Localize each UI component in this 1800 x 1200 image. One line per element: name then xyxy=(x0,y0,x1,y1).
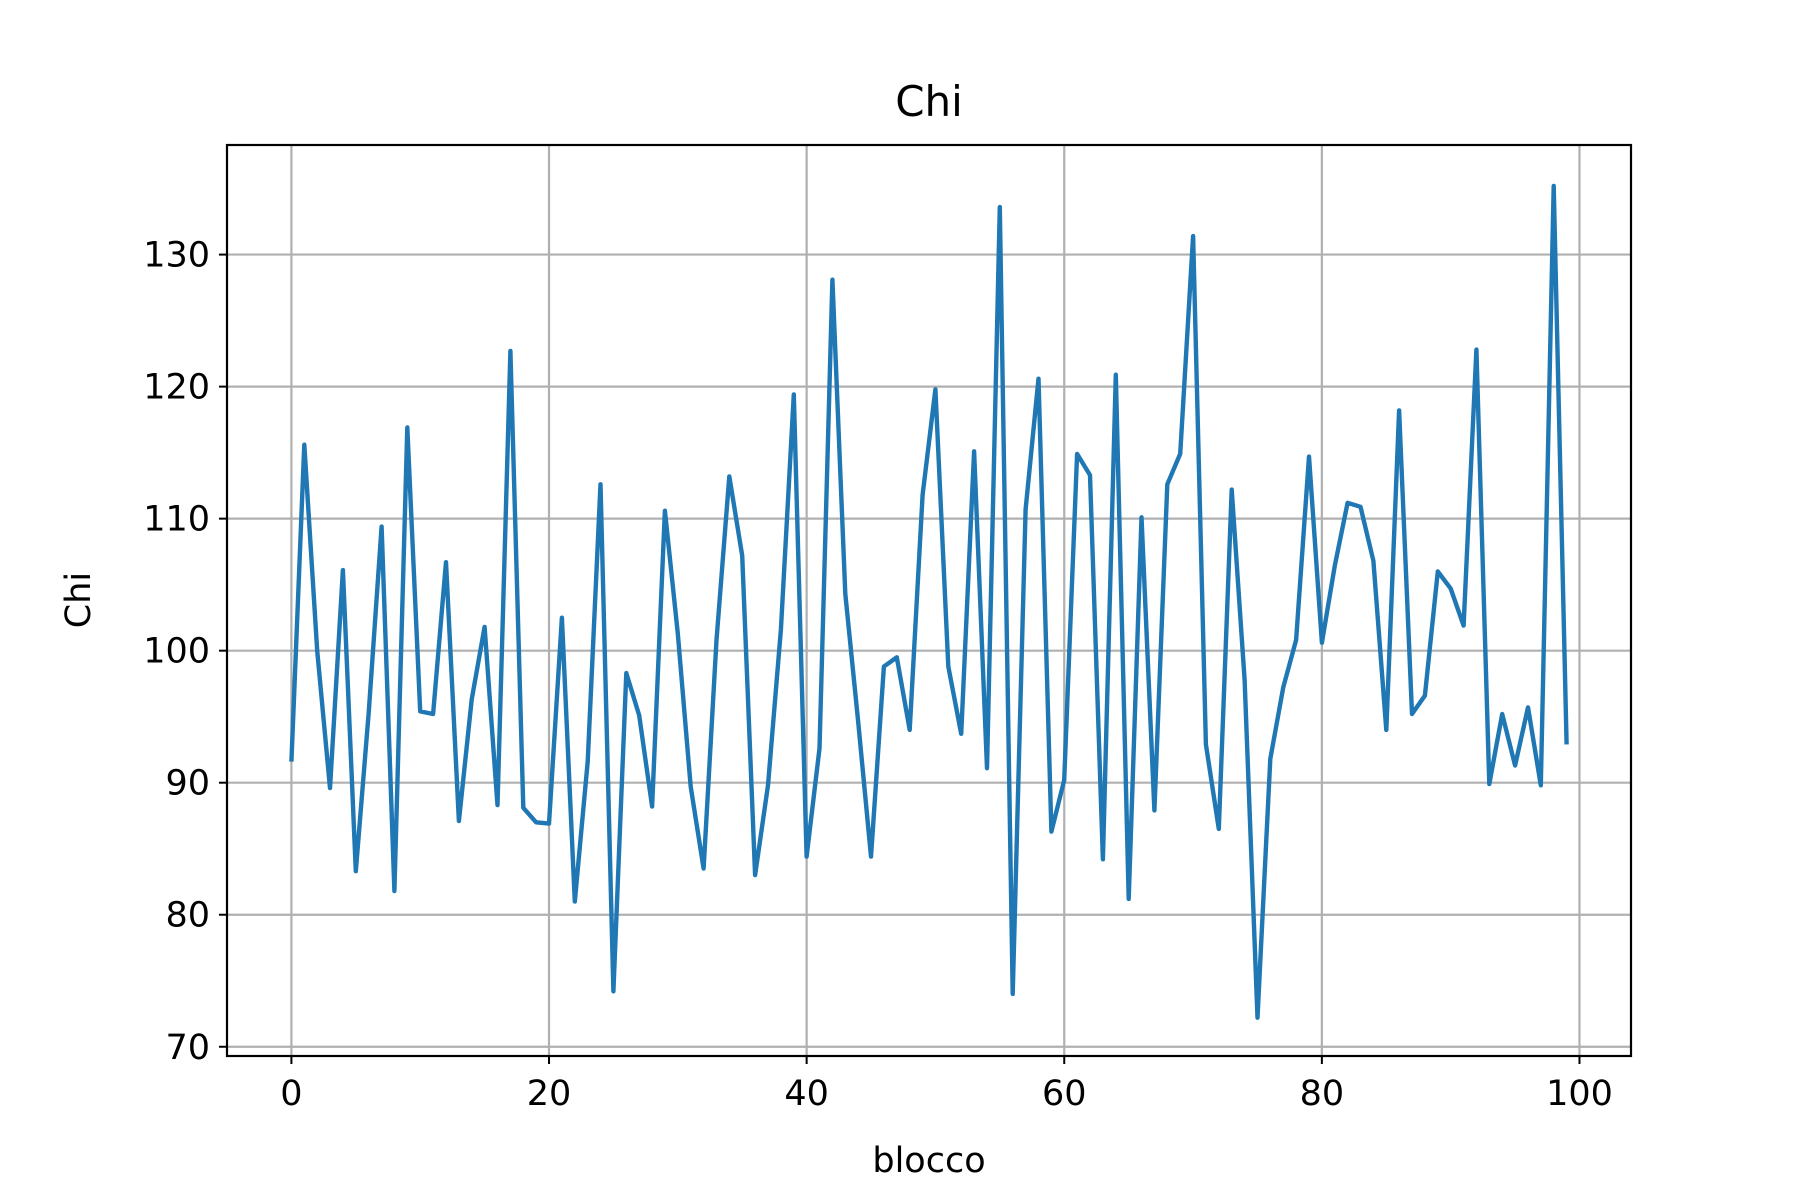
y-axis-label: Chi xyxy=(59,572,99,628)
x-tick-label: 60 xyxy=(1042,1074,1087,1114)
y-tick-label: 130 xyxy=(143,236,210,276)
chart-title: Chi xyxy=(895,77,963,126)
y-tick-label: 90 xyxy=(165,764,210,804)
axis-ticks: 0 20 40 60 80 100 70 80 90 100 110 120 130 xyxy=(143,236,1613,1114)
x-tick-label: 40 xyxy=(784,1074,829,1114)
y-tick-label: 110 xyxy=(143,500,210,540)
y-tick-label: 80 xyxy=(165,896,210,936)
x-tick-label: 100 xyxy=(1546,1074,1613,1114)
x-tick-label: 80 xyxy=(1300,1074,1345,1114)
y-tick-label: 120 xyxy=(143,368,210,408)
x-axis-label: blocco xyxy=(872,1141,985,1181)
grid-lines xyxy=(227,145,1631,1056)
y-tick-label: 70 xyxy=(165,1028,210,1068)
x-tick-label: 20 xyxy=(527,1074,572,1114)
y-tick-label: 100 xyxy=(143,632,210,672)
series-line xyxy=(289,183,1569,1020)
series-layer xyxy=(289,183,1569,1020)
x-tick-label: 0 xyxy=(280,1074,302,1114)
plot-frame xyxy=(225,143,1633,1058)
